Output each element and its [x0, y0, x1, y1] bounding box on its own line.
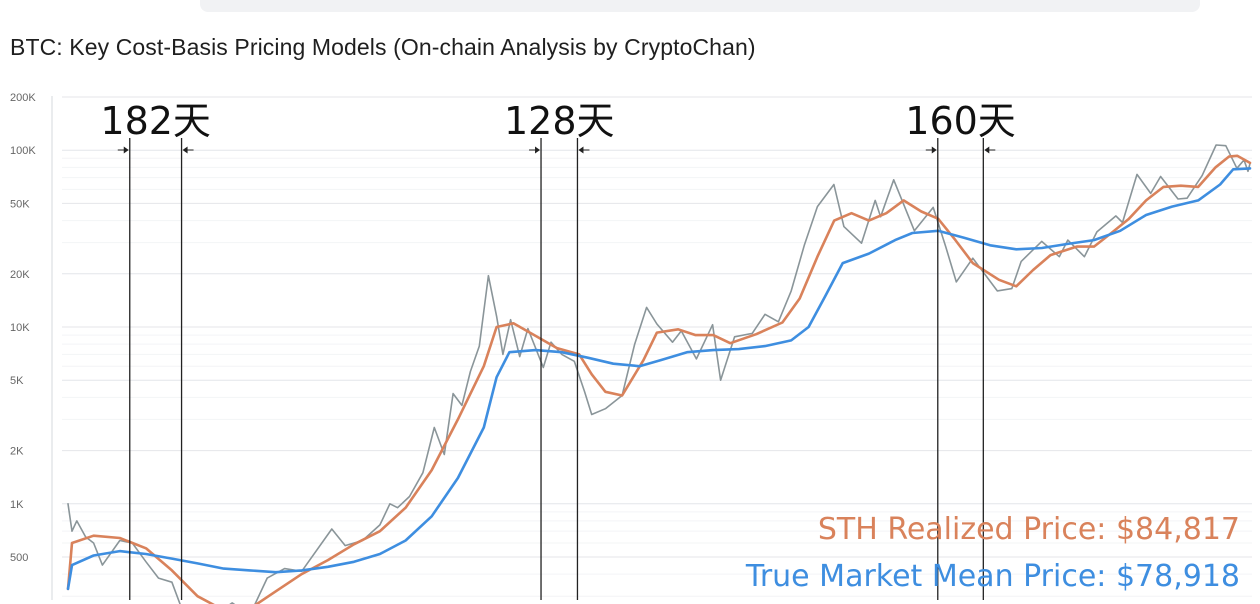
interval-marker: 182天	[100, 99, 211, 600]
chart-title: BTC: Key Cost-Basis Pricing Models (On-c…	[10, 34, 756, 60]
top-bar	[200, 0, 1200, 12]
y-tick-label: 1K	[10, 499, 24, 511]
series-line-true-market-mean-price	[66, 167, 1252, 591]
interval-arrowhead-left	[535, 146, 541, 154]
y-tick-label: 500	[10, 552, 28, 564]
interval-arrowhead-right	[984, 146, 990, 154]
legend-entry: True Market Mean Price: $78,918	[745, 559, 1240, 594]
grid-lines	[62, 96, 1252, 597]
interval-marker: 160天	[905, 99, 1016, 600]
interval-label: 182天	[100, 99, 211, 143]
interval-arrowhead-right	[578, 146, 584, 154]
series-line-sth-realized-price	[66, 154, 1252, 604]
interval-arrowhead-left	[123, 146, 129, 154]
interval-label: 160天	[905, 99, 1016, 143]
y-tick-label: 20K	[10, 269, 30, 281]
y-tick-label: 200K	[10, 92, 36, 104]
interval-marker: 128天	[504, 99, 615, 600]
interval-arrowhead-left	[931, 146, 937, 154]
interval-markers: 182天 128天 160天	[100, 99, 1016, 600]
interval-arrowhead-right	[182, 146, 188, 154]
y-tick-label: 100K	[10, 145, 36, 157]
series-line-price	[67, 144, 1251, 604]
y-tick-label: 2K	[10, 446, 24, 458]
y-tick-label: 5K	[10, 375, 24, 387]
legend: STH Realized Price: $84,817 True Market M…	[745, 512, 1240, 594]
y-axis: 500 1K 2K 5K 10K 20K 50K 100K 200K	[10, 92, 53, 600]
series-lines	[66, 144, 1252, 604]
interval-label: 128天	[504, 99, 615, 143]
legend-entry: STH Realized Price: $84,817	[818, 512, 1240, 547]
y-tick-label: 50K	[10, 198, 30, 210]
y-tick-label: 10K	[10, 322, 30, 334]
